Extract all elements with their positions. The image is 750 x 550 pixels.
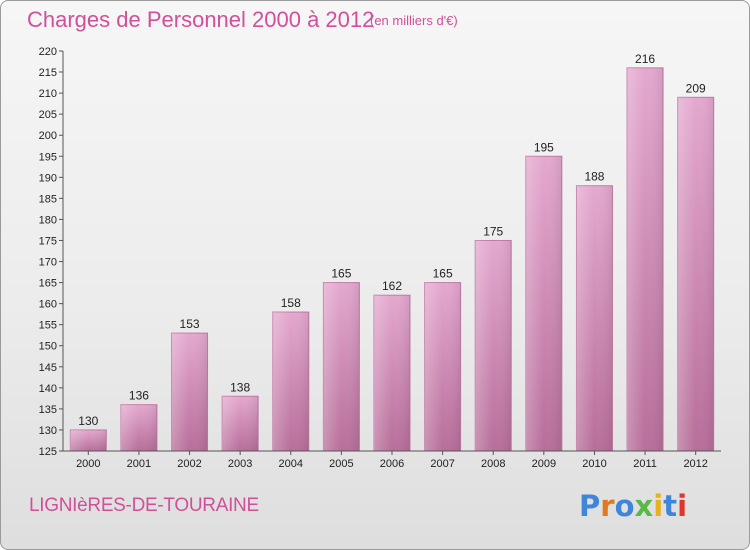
logo-letter: x xyxy=(634,489,654,523)
y-tick-label: 125 xyxy=(39,446,57,458)
bar-sheen-2006 xyxy=(374,295,410,451)
logo-letter: o xyxy=(614,489,635,523)
bar-sheen-2001 xyxy=(120,404,157,451)
y-tick-label: 165 xyxy=(39,278,57,290)
bar-sheen-2005 xyxy=(323,282,360,451)
value-label-2000: 130 xyxy=(78,414,98,428)
y-tick-label: 150 xyxy=(39,341,57,353)
y-axis: 125 130 135 140 145 150 155 160 165 170 175 180 185 1… xyxy=(39,46,64,458)
value-label-2011: 216 xyxy=(635,52,655,66)
y-tick-label: 215 xyxy=(39,67,57,79)
bar-sheen-2012 xyxy=(677,97,714,451)
x-tick-label-2003: 2003 xyxy=(228,458,252,470)
y-tick-label: 205 xyxy=(39,109,57,121)
y-tick-label: 220 xyxy=(39,46,57,58)
x-tick-label-2006: 2006 xyxy=(380,458,404,470)
x-tick-label-2010: 2010 xyxy=(582,458,606,470)
x-tick-label-2011: 2011 xyxy=(633,458,657,470)
bar-sheen-2009 xyxy=(525,156,562,451)
bar-sheen-2008 xyxy=(475,240,512,451)
y-tick-label: 160 xyxy=(39,299,57,311)
y-tick-label: 155 xyxy=(39,320,57,332)
value-label-2010: 188 xyxy=(584,170,604,184)
y-tick-label: 135 xyxy=(39,404,57,416)
logo-letter: i xyxy=(653,489,664,523)
value-label-2002: 153 xyxy=(180,317,200,331)
x-tick-label-2000: 2000 xyxy=(76,458,100,470)
bar-sheen-2004 xyxy=(272,312,309,451)
bar-sheen-2002 xyxy=(171,333,208,451)
bar-sheen-2010 xyxy=(576,185,613,451)
x-tick-label-2002: 2002 xyxy=(177,458,201,470)
value-label-2001: 136 xyxy=(129,389,149,403)
x-axis: 2000 2001 2002 2003 2004 2005 2006 2007 2008 2009… xyxy=(63,450,721,470)
value-label-2005: 165 xyxy=(331,267,351,281)
chart-subtitle: (en milliers d'€) xyxy=(370,13,458,28)
x-tick-label-2012: 2012 xyxy=(683,458,707,470)
place-name: LIGNIèRES-DE-TOURAINE xyxy=(29,495,259,516)
chart-title: Charges de Personnel 2000 à 2012 xyxy=(27,7,375,32)
value-label-2008: 175 xyxy=(483,224,503,238)
y-tick-label: 200 xyxy=(39,130,57,142)
y-tick-label: 195 xyxy=(39,151,57,163)
proxiti-logo: Proxiti xyxy=(579,489,687,523)
y-tick-label: 170 xyxy=(39,257,57,269)
y-tick-label: 185 xyxy=(39,193,57,205)
y-tick-label: 130 xyxy=(39,425,57,437)
bar-sheen-2007 xyxy=(424,282,461,451)
y-tick-label: 145 xyxy=(39,362,57,374)
value-label-2004: 158 xyxy=(281,296,301,310)
logo-letter: t xyxy=(663,489,678,523)
value-label-2007: 165 xyxy=(433,267,453,281)
bar-sheen-2003 xyxy=(222,396,259,451)
value-label-2012: 209 xyxy=(686,81,706,95)
x-tick-label-2005: 2005 xyxy=(329,458,353,470)
logo-letter: P xyxy=(579,489,601,523)
logo-letter: i xyxy=(677,489,688,523)
x-tick-label-2009: 2009 xyxy=(532,458,556,470)
x-tick-label-2007: 2007 xyxy=(430,458,454,470)
bars: 130 136 153 138 158 165 162 165 175 195 188 216 209 xyxy=(69,52,715,452)
x-tick-label-2001: 2001 xyxy=(127,458,151,470)
value-label-2003: 138 xyxy=(230,380,250,394)
y-tick-label: 140 xyxy=(39,383,57,395)
value-label-2009: 195 xyxy=(534,140,554,154)
y-tick-label: 190 xyxy=(39,172,57,184)
x-tick-label-2008: 2008 xyxy=(481,458,505,470)
y-tick-label: 180 xyxy=(39,214,57,226)
bar-sheen-2011 xyxy=(627,67,664,451)
logo-letter: r xyxy=(600,489,615,523)
bar-sheen-2000 xyxy=(70,429,107,451)
y-tick-label: 175 xyxy=(39,235,57,247)
value-label-2006: 162 xyxy=(382,279,402,293)
x-tick-label-2004: 2004 xyxy=(279,458,303,470)
y-tick-label: 210 xyxy=(39,88,57,100)
